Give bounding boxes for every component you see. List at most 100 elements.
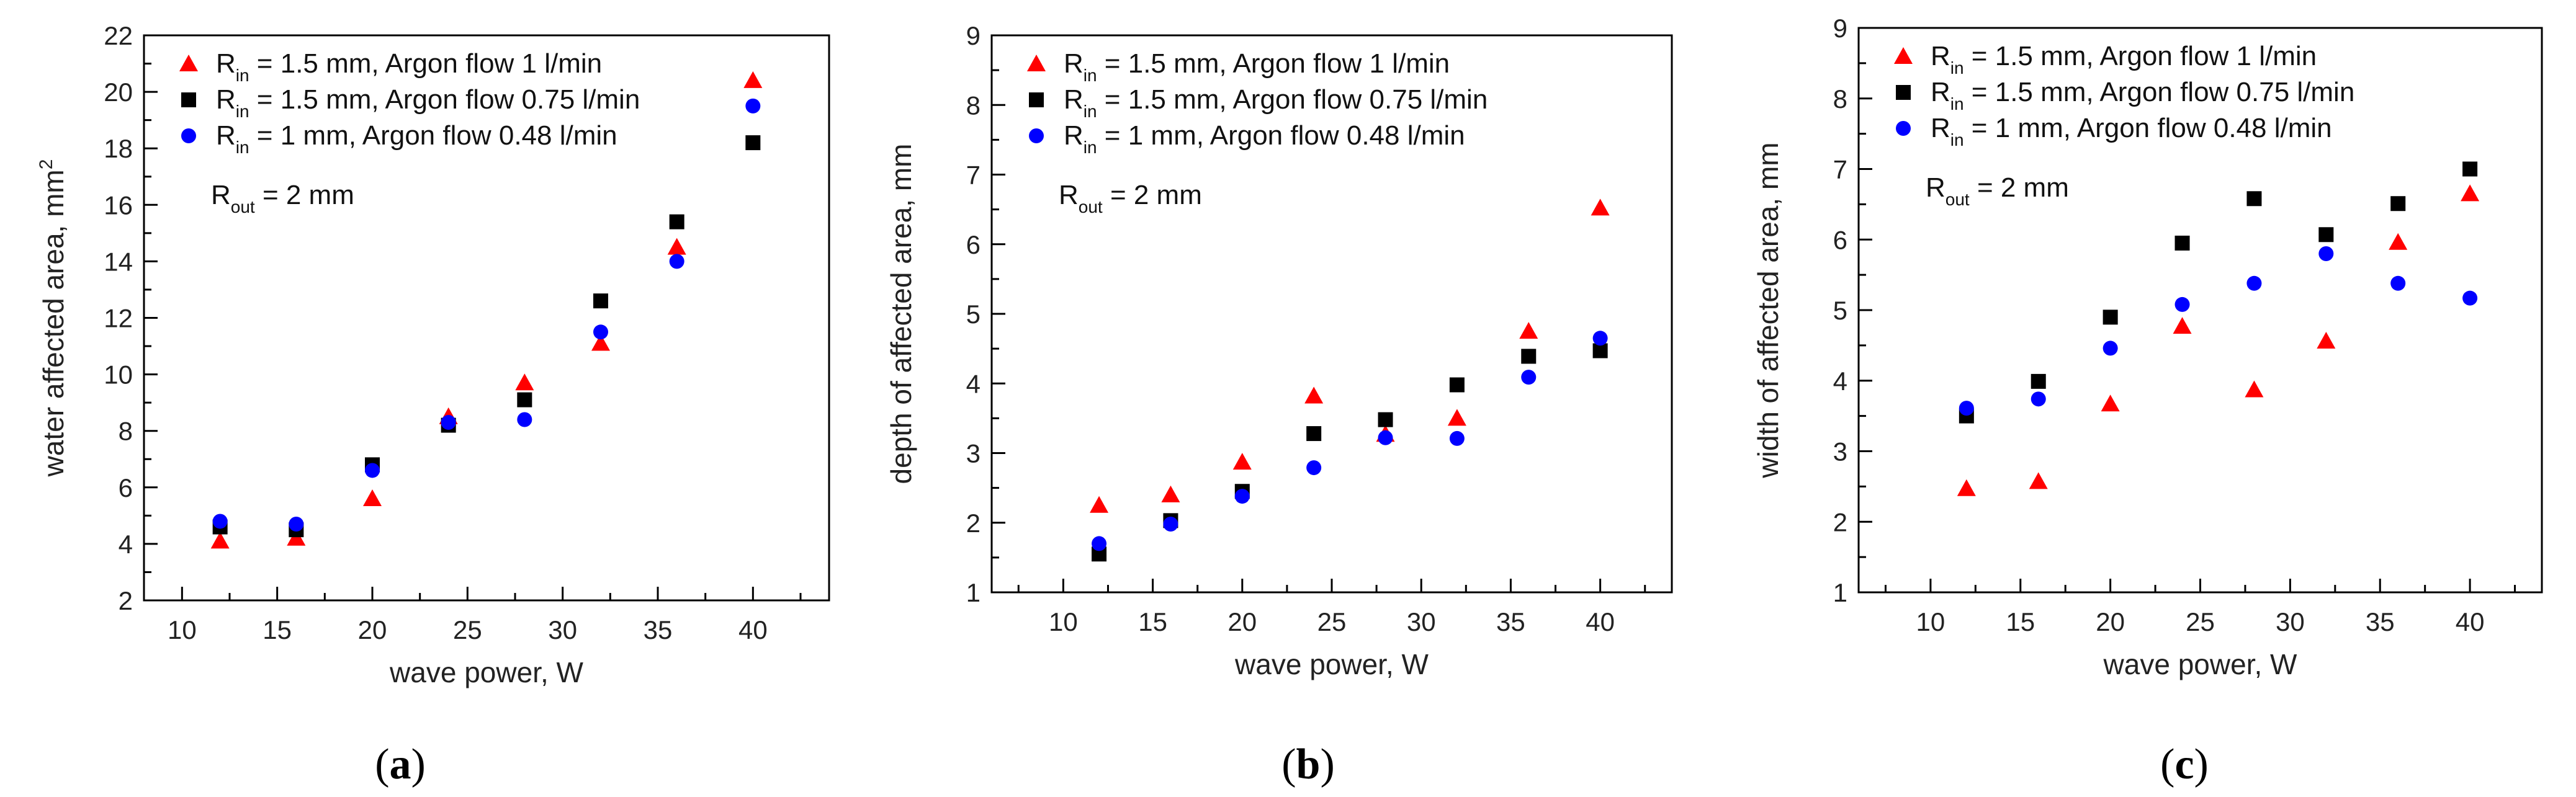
legend-marker-circle (1896, 121, 1911, 136)
data-point (517, 412, 532, 427)
data-point (1519, 322, 1538, 339)
y-axis-title: width of affected area, mm (1752, 142, 1784, 478)
legend-marker-triangle (179, 55, 198, 71)
data-point (1163, 516, 1178, 532)
data-point (2317, 332, 2336, 349)
y-tick-label: 5 (966, 300, 981, 329)
data-point (1092, 536, 1107, 551)
legend-entry: Rin = 1 mm, Argon flow 0.48 l/min (1931, 113, 2332, 149)
data-point (287, 528, 306, 546)
x-tick-label: 10 (1049, 607, 1078, 636)
data-point (2462, 161, 2478, 177)
y-tick-label: 4 (966, 369, 981, 398)
y-tick-label: 10 (104, 360, 133, 390)
data-point (669, 214, 684, 229)
data-point (1378, 412, 1393, 427)
y-tick-label: 2 (966, 509, 981, 538)
data-point (2461, 184, 2480, 202)
y-tick-label: 4 (1833, 367, 1847, 396)
data-point (1521, 370, 1537, 385)
data-point (1378, 430, 1393, 445)
data-point (2318, 246, 2334, 261)
data-point (1304, 386, 1324, 404)
chart-panel-a: 10 15 20 25 30 35 40 2 4 6 8 10 12 14 16 18 20 22 wave pow… (36, 21, 830, 788)
data-point (1449, 377, 1465, 393)
x-tick-label: 40 (2456, 607, 2485, 636)
x-tick-label: 40 (738, 615, 768, 644)
annotation-r-out: Rout = 2 mm (1926, 172, 2069, 209)
data-point (2246, 275, 2262, 291)
data-point (2246, 191, 2262, 207)
x-tick-label: 15 (1138, 607, 1167, 636)
y-tick-label: 1 (966, 578, 981, 607)
data-point (1161, 485, 1180, 502)
y-tick-label: 1 (1833, 578, 1847, 607)
data-point (2390, 275, 2406, 291)
x-tick-label: 20 (1227, 607, 1257, 636)
y-tick-label: 12 (104, 304, 133, 333)
data-point (2031, 391, 2046, 407)
x-tick-label: 25 (453, 615, 482, 644)
x-tick-label: 30 (2276, 607, 2305, 636)
x-tick-label: 25 (1317, 607, 1347, 636)
data-point (1959, 401, 1974, 416)
x-tick-label: 35 (1496, 607, 1525, 636)
data-point (743, 71, 763, 88)
x-tick-label: 30 (548, 615, 577, 644)
data-point (1592, 331, 1608, 346)
data-point (2390, 196, 2406, 211)
legend-marker-square (1029, 92, 1044, 107)
panel-label: (b) (1281, 741, 1335, 788)
legend-entry: Rin = 1.5 mm, Argon flow 1 l/min (1064, 48, 1450, 85)
x-tick-label: 20 (358, 615, 387, 644)
data-point (1447, 409, 1466, 426)
y-tick-label: 22 (104, 21, 133, 50)
y-tick-label: 6 (966, 230, 981, 259)
series-3 (212, 98, 761, 532)
y-tick-label: 4 (119, 530, 133, 559)
legend-entry: Rin = 1 mm, Argon flow 0.48 l/min (216, 120, 617, 157)
x-tick-label: 15 (2006, 607, 2035, 636)
legend-entry: Rin = 1.5 mm, Argon flow 0.75 l/min (1064, 84, 1488, 121)
x-tick-label: 35 (644, 615, 673, 644)
data-point (669, 254, 684, 269)
series-3 (1092, 331, 1608, 551)
data-point (515, 373, 534, 391)
y-tick-label: 9 (1833, 14, 1847, 43)
data-point (1521, 349, 1537, 364)
x-tick-label: 10 (168, 615, 197, 644)
y-tick-label: 5 (1833, 296, 1847, 325)
data-point (2101, 394, 2120, 412)
data-point (667, 238, 686, 255)
data-point (363, 489, 382, 507)
data-point (1234, 489, 1250, 504)
annotation-r-out: Rout = 2 mm (1059, 180, 1202, 216)
data-point (1449, 430, 1465, 446)
x-axis-title: wave power, W (2103, 648, 2297, 680)
data-point (2389, 233, 2408, 250)
y-tick-label: 18 (104, 134, 133, 163)
legend-entry: Rin = 1.5 mm, Argon flow 0.75 l/min (216, 84, 640, 121)
data-point (2103, 341, 2118, 356)
data-point (593, 324, 608, 340)
data-point (593, 293, 608, 309)
y-tick-label: 8 (966, 91, 981, 120)
legend-marker-circle (1029, 128, 1044, 143)
x-tick-label: 10 (1916, 607, 1945, 636)
y-tick-label: 8 (119, 417, 133, 446)
x-tick-label: 15 (263, 615, 292, 644)
y-tick-label: 8 (1833, 84, 1847, 114)
data-point (1306, 460, 1322, 476)
legend-marker-square (1896, 85, 1911, 100)
data-point (2174, 296, 2190, 312)
data-point (1232, 453, 1252, 470)
legend-entry: Rin = 1.5 mm, Argon flow 1 l/min (216, 48, 602, 85)
data-point (517, 392, 532, 407)
chart-panel-b: 10 15 20 25 30 35 40 1 2 3 4 5 6 7 8 9 wave power, W dept… (885, 21, 1673, 788)
chart-panel-c: 10 15 20 25 30 35 40 1 2 3 4 5 6 7 8 9 wave power, W widt… (1752, 14, 2543, 788)
legend-marker-triangle (1027, 55, 1046, 71)
x-tick-label: 35 (2366, 607, 2395, 636)
y-tick-label: 3 (1833, 437, 1847, 466)
